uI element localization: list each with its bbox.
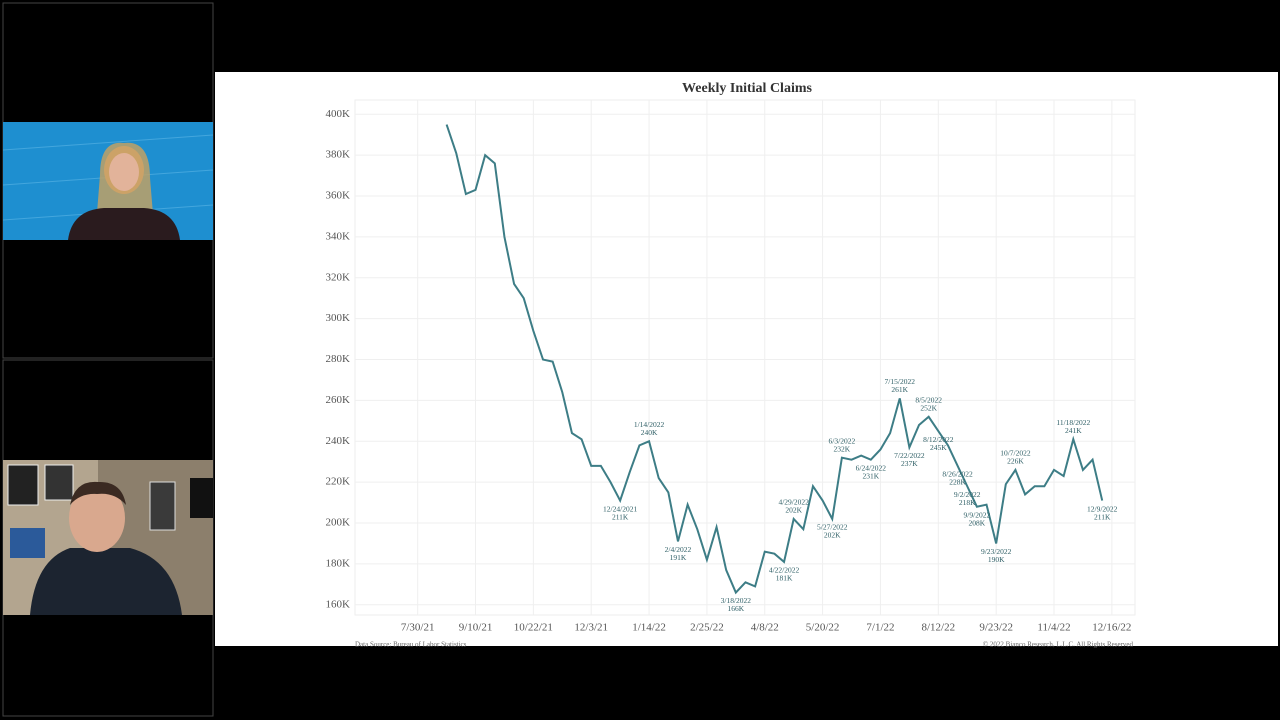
annotation-date: 9/23/2022	[981, 547, 1012, 556]
annotation-value: 202K	[785, 506, 802, 515]
annotation-date: 11/18/2022	[1056, 418, 1090, 427]
annotation-date: 5/27/2022	[817, 523, 848, 532]
x-tick-label: 12/16/22	[1092, 622, 1131, 634]
data-line	[445, 124, 1104, 595]
chart: 160K 180K 200K 220K 240K 260K 280K 300K 320K 340K…	[326, 100, 1135, 634]
plot-area	[354, 99, 1136, 616]
y-tick-label: 260K	[326, 394, 351, 406]
annotation-value: 166K	[728, 604, 745, 613]
annotation-date: 6/3/2022	[829, 436, 856, 445]
y-tick-label: 320K	[326, 271, 351, 283]
annotation-value: 211K	[1094, 512, 1111, 521]
annotation-value: 191K	[670, 553, 687, 562]
y-tick-label: 240K	[326, 435, 351, 447]
x-tick-label: 7/1/22	[866, 622, 894, 634]
x-tick-label: 10/22/21	[514, 622, 553, 634]
x-tick-label: 5/20/22	[806, 622, 840, 634]
x-tick-label: 8/12/22	[922, 622, 956, 634]
annotation-value: 231K	[862, 471, 879, 480]
annotation-date: 8/5/2022	[915, 395, 942, 404]
annotation-value: 202K	[824, 531, 841, 540]
annotation-date: 4/29/2022	[778, 498, 809, 507]
annotation-value: 245K	[930, 443, 947, 452]
x-tick-label: 2/25/22	[690, 622, 724, 634]
annotation-value: 226K	[1007, 457, 1024, 466]
annotation-value: 211K	[612, 512, 629, 521]
x-tick-label: 1/14/22	[632, 622, 666, 634]
annotation-value: 261K	[891, 385, 908, 394]
chart-title: Weekly Initial Claims	[682, 81, 812, 96]
source-note: Data Source: Bureau of Labor Statistics	[355, 641, 467, 649]
annotation-date: 9/9/2022	[964, 510, 991, 519]
annotation-date: 8/12/2022	[923, 435, 954, 444]
x-tick-label: 12/3/21	[574, 622, 608, 634]
annotation-value: 181K	[776, 574, 793, 583]
annotation-date: 6/24/2022	[856, 463, 887, 472]
annotation-value: 208K	[969, 518, 986, 527]
participant-video	[3, 460, 213, 615]
y-tick-label: 340K	[326, 230, 351, 242]
annotation-date: 1/14/2022	[634, 420, 665, 429]
y-tick-label: 280K	[326, 353, 351, 365]
annotation-value: 240K	[641, 428, 658, 437]
copyright-note: © 2022 Bianco Research, L.L.C. All Right…	[983, 641, 1134, 649]
y-tick-label: 300K	[326, 312, 351, 324]
annotation-date: 9/2/2022	[954, 490, 981, 499]
y-tick-label: 180K	[326, 557, 351, 569]
y-tick-label: 160K	[326, 598, 351, 610]
y-tick-label: 360K	[326, 190, 351, 202]
x-tick-label: 11/4/22	[1037, 622, 1070, 634]
y-tick-label: 200K	[326, 517, 351, 529]
annotation-value: 228K	[949, 478, 966, 487]
annotation-value: 252K	[920, 403, 937, 412]
annotation-date: 4/22/2022	[769, 566, 800, 575]
y-tick-label: 400K	[326, 108, 351, 120]
annotation-value: 232K	[834, 444, 851, 453]
x-tick-label: 9/10/21	[459, 622, 493, 634]
annotation-value: 241K	[1065, 426, 1082, 435]
annotation-value: 190K	[988, 555, 1005, 564]
x-tick-label: 9/23/22	[979, 622, 1013, 634]
x-tick-label: 7/30/21	[401, 622, 435, 634]
annotation-date: 7/22/2022	[894, 451, 925, 460]
x-tick-label: 4/8/22	[751, 622, 779, 634]
annotation-value: 218K	[959, 498, 976, 507]
annotation-date: 2/4/2022	[665, 545, 692, 554]
annotation-date: 10/7/2022	[1000, 449, 1031, 458]
annotation-date: 12/24/2021	[603, 504, 637, 513]
y-tick-label: 220K	[326, 476, 351, 488]
annotation-date: 8/26/2022	[942, 470, 973, 479]
annotation-date: 3/18/2022	[721, 596, 752, 605]
annotation-date: 12/9/2022	[1087, 504, 1118, 513]
annotation-date: 7/15/2022	[885, 377, 916, 386]
y-tick-label: 380K	[326, 149, 351, 161]
participant-video	[2, 122, 214, 240]
annotation-value: 237K	[901, 459, 918, 468]
